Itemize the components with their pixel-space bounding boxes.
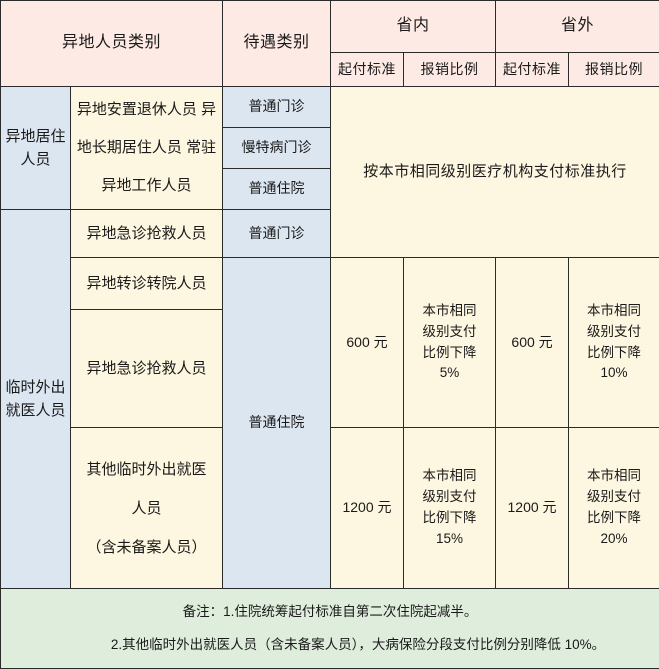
group2-person-referral: 异地转诊转院人员 — [71, 258, 223, 310]
group2-out-deductible-1200: 1200 元 — [496, 428, 569, 589]
header-treatment-category: 待遇类别 — [223, 1, 331, 87]
out-ratio-line-0: 本市相同 — [572, 301, 656, 322]
group2-in-deductible-1200: 1200 元 — [331, 428, 404, 589]
group2-out-deductible-600: 600 元 — [496, 258, 569, 428]
group2-in-ratio-15: 本市相同 级别支付 比例下降 15% — [404, 428, 496, 589]
header-out-reimburse-ratio: 报销比例 — [569, 53, 659, 87]
group1-row-1: 异地居住人员 异地安置退休人员 异地长期居住人员 常驻异地工作人员 普通门诊 按… — [1, 87, 659, 128]
header-person-category: 异地人员类别 — [1, 1, 223, 87]
group2-category-text: 临时外出就医人员 — [5, 379, 65, 419]
in-ratio-line-0: 本市相同 — [407, 301, 492, 322]
in-ratio-line-3: 5% — [407, 363, 492, 384]
other-person-line-1: 人员 — [74, 489, 219, 528]
header-in-reimburse-ratio: 报销比例 — [404, 53, 496, 87]
header-in-deductible: 起付标准 — [331, 53, 404, 87]
in2-ratio-line-0: 本市相同 — [407, 466, 492, 487]
in-ratio-line-1: 级别支付 — [407, 322, 492, 343]
out2-ratio-line-0: 本市相同 — [572, 466, 656, 487]
header-out-deductible: 起付标准 — [496, 53, 569, 87]
other-person-line-2: （含未备案人员） — [74, 528, 219, 567]
header-group-out-province: 省外 — [496, 1, 659, 53]
group1-person-list: 异地安置退休人员 异地长期居住人员 常驻异地工作人员 — [71, 87, 223, 210]
out-ratio-line-3: 10% — [572, 363, 656, 384]
footer-note-1: 备注：1.住院统筹起付标准自第二次住院起减半。 — [4, 602, 656, 623]
table-header-row-1: 异地人员类别 待遇类别 省内 省外 — [1, 1, 659, 53]
group2-treatment-outpatient: 普通门诊 — [223, 210, 331, 258]
group2-out-ratio-10: 本市相同 级别支付 比例下降 10% — [569, 258, 659, 428]
group2-row-referral: 异地转诊转院人员 普通住院 600 元 本市相同 级别支付 比例下降 5% 60… — [1, 258, 659, 310]
group2-row-other: 其他临时外出就医 人员 （含未备案人员） 1200 元 本市相同 级别支付 比例… — [1, 428, 659, 589]
footer-notes: 备注：1.住院统筹起付标准自第二次住院起减半。 2.其他临时外出就医人员（含未备… — [1, 589, 659, 669]
group2-person-other: 其他临时外出就医 人员 （含未备案人员） — [71, 428, 223, 589]
group1-person-0: 异地安置退休人员 — [77, 101, 197, 118]
group1-category-label: 异地居住人员 — [1, 87, 71, 210]
out2-ratio-line-3: 20% — [572, 529, 656, 550]
group2-person-emergency-outpatient: 异地急诊抢救人员 — [71, 210, 223, 258]
out2-ratio-line-1: 级别支付 — [572, 487, 656, 508]
group2-out-ratio-20: 本市相同 级别支付 比例下降 20% — [569, 428, 659, 589]
group1-treatment-1: 慢特病门诊 — [223, 128, 331, 169]
footer-note-2: 2.其他临时外出就医人员（含未备案人员），大病保险分段支付比例分别降低 10%。 — [4, 635, 656, 656]
in2-ratio-line-1: 级别支付 — [407, 487, 492, 508]
group2-in-deductible-600: 600 元 — [331, 258, 404, 428]
out2-ratio-line-2: 比例下降 — [572, 508, 656, 529]
group2-treatment-inpatient: 普通住院 — [223, 258, 331, 589]
in-ratio-line-2: 比例下降 — [407, 343, 492, 364]
out-ratio-line-1: 级别支付 — [572, 322, 656, 343]
header-group-in-province: 省内 — [331, 1, 496, 53]
group1-merged-policy-value: 按本市相同级别医疗机构支付标准执行 — [331, 87, 659, 258]
group2-category-label: 临时外出就医人员 — [1, 210, 71, 589]
out-ratio-line-2: 比例下降 — [572, 343, 656, 364]
in2-ratio-line-3: 15% — [407, 529, 492, 550]
group1-treatment-2: 普通住院 — [223, 169, 331, 210]
in2-ratio-line-2: 比例下降 — [407, 508, 492, 529]
other-person-line-0: 其他临时外出就医 — [74, 450, 219, 489]
group2-in-ratio-5: 本市相同 级别支付 比例下降 5% — [404, 258, 496, 428]
table-footer-row: 备注：1.住院统筹起付标准自第二次住院起减半。 2.其他临时外出就医人员（含未备… — [1, 589, 659, 669]
group2-person-emergency-inpatient: 异地急诊抢救人员 — [71, 310, 223, 428]
group1-treatment-0: 普通门诊 — [223, 87, 331, 128]
